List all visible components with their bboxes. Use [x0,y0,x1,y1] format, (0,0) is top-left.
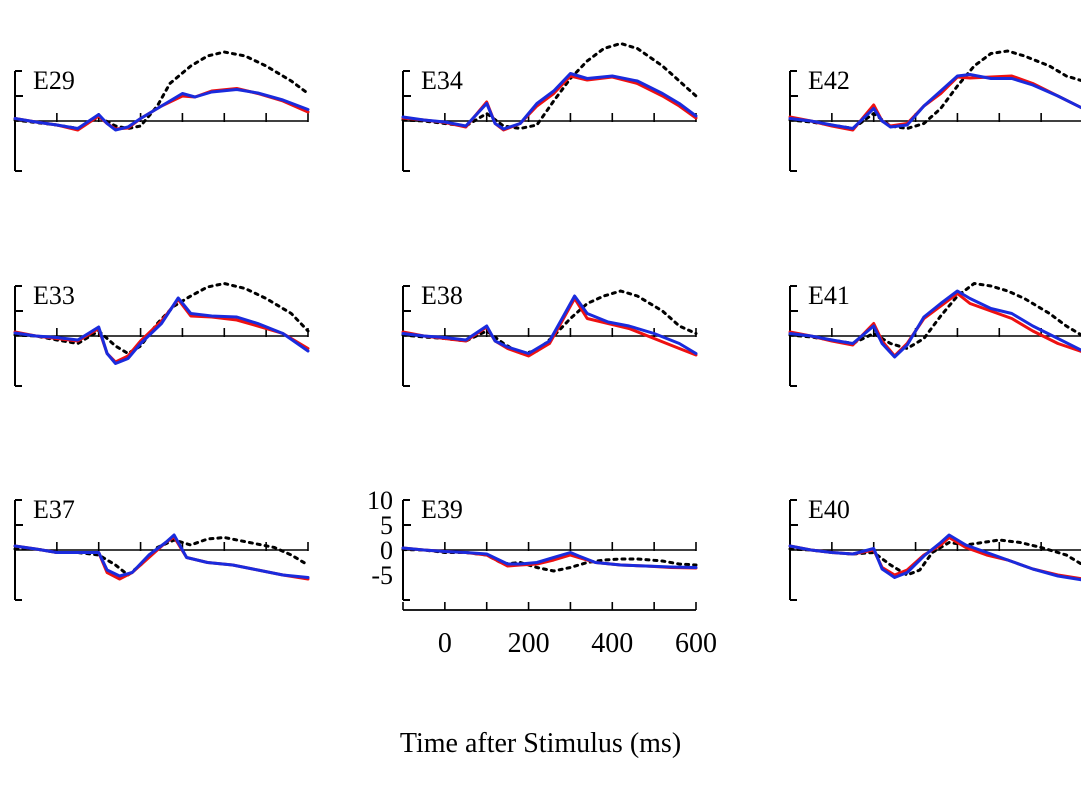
y-tick-label: -5 [371,561,393,590]
panel-label: E29 [33,66,75,95]
x-tick-label: 600 [675,628,717,659]
series-blue-line [788,289,1081,359]
x-tick-label: 200 [508,628,550,659]
panel-label: E33 [33,281,75,310]
y-tick-label: 5 [380,511,393,540]
series-blue-line [401,72,698,131]
panel-label: E41 [808,281,850,310]
series-blue-line [788,73,1081,130]
series-blue-line [401,294,698,355]
x-axis-label: Time after Stimulus (ms) [399,728,682,759]
x-tick-label: 400 [591,628,633,659]
panel-label: E40 [808,495,850,524]
x-tick-label: 0 [438,628,452,659]
series-red-line [788,536,1081,581]
panel-label: E38 [421,281,463,310]
series-blue-line [788,533,1081,582]
panel-label: E37 [33,495,75,524]
series-blue-line [13,88,310,132]
panel-label: E42 [808,66,850,95]
series-black-line [13,536,310,577]
panel-label: E34 [421,66,463,95]
series-blue-line [401,546,698,569]
series-blue-line [13,296,310,365]
panel-label: E39 [421,495,463,524]
y-tick-label: 0 [380,536,393,565]
y-tick-label: 10 [367,486,393,515]
series-blue-line [13,533,310,579]
